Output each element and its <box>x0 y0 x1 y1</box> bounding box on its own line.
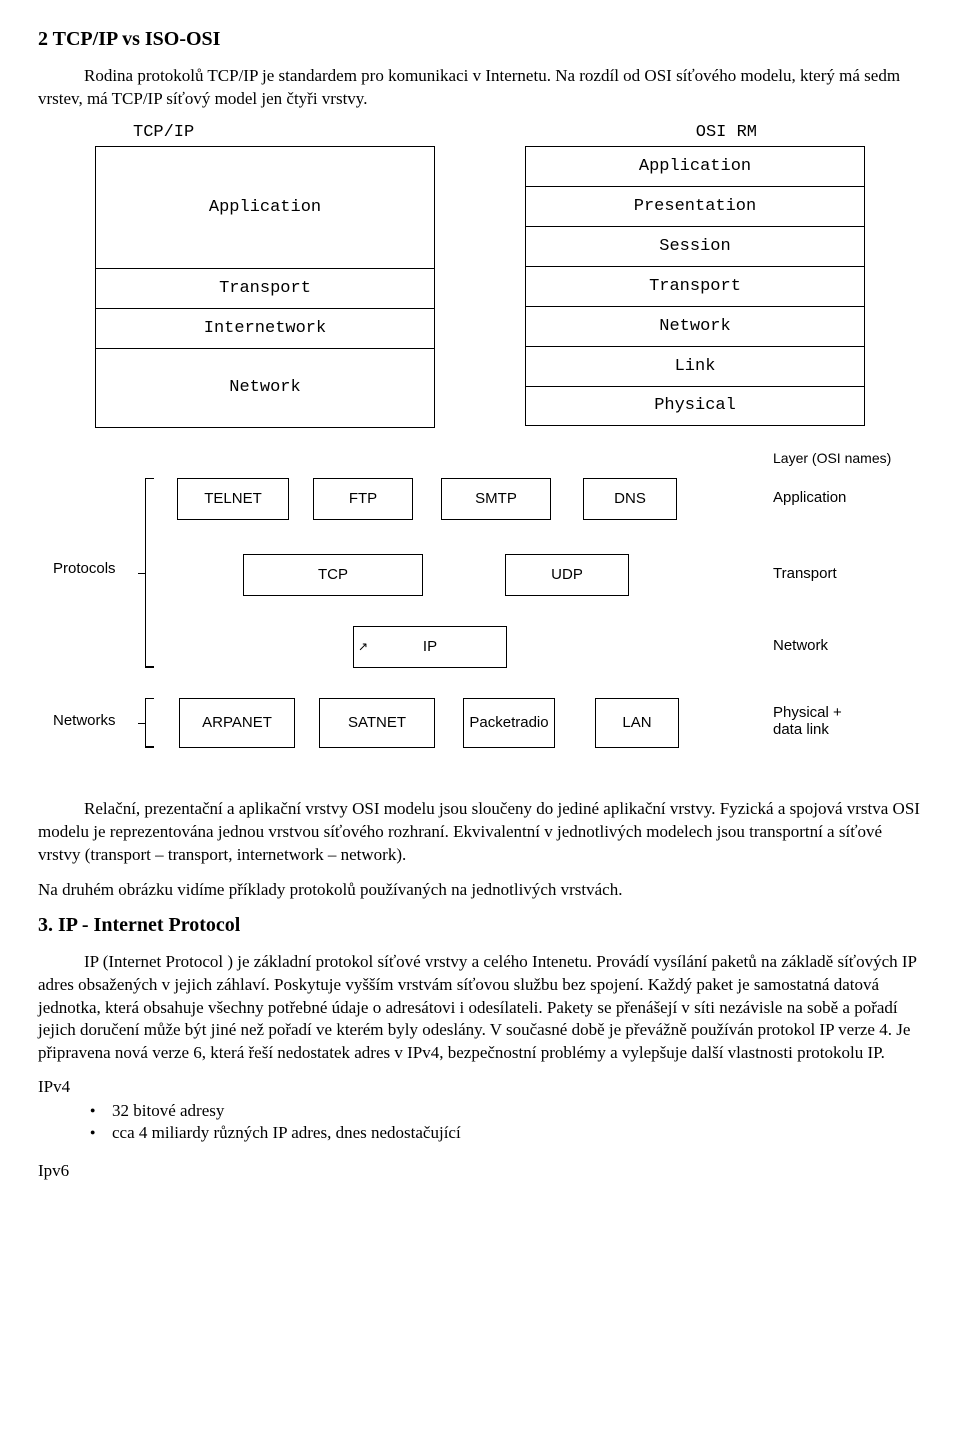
ipv4-bullet-item: 32 bitové adresy <box>90 1101 922 1121</box>
ipv4-bullet-item: cca 4 miliardy různých IP adres, dnes ne… <box>90 1123 922 1143</box>
section-2-title: 2 TCP/IP vs ISO-OSI <box>38 28 922 51</box>
diagram2-box: Packetradio <box>463 698 555 748</box>
diagram2-box: SMTP <box>441 478 551 520</box>
diagram2-box: TELNET <box>177 478 289 520</box>
diagram1-right-cell: Presentation <box>525 186 865 226</box>
diagram-protocols-by-layer: Layer (OSI names) TELNET FTP SMTP DNS Applic… <box>53 450 907 778</box>
diagram1-right-cell: Network <box>525 306 865 346</box>
diagram2-left-label: Networks <box>53 712 116 729</box>
diagram2-box: FTP <box>313 478 413 520</box>
after-diag-para-2: Na druhém obrázku vidíme příklady protok… <box>38 879 922 902</box>
diagram1-right-cell: Application <box>525 146 865 186</box>
diagram2-right-label: Transport <box>773 565 837 582</box>
diagram2-box: DNS <box>583 478 677 520</box>
section-3-title: 3. IP - Internet Protocol <box>38 914 922 937</box>
diagram1-header-right: OSI RM <box>696 123 757 142</box>
ipv6-label: Ipv6 <box>38 1161 922 1181</box>
diagram1-left-cell: Application <box>95 146 435 268</box>
section-2-para-1: Rodina protokolů TCP/IP je standardem pr… <box>38 65 922 111</box>
diagram1-left-cell: Transport <box>95 268 435 308</box>
diagram2-right-label: Physical +data link <box>773 704 842 738</box>
diagram2-right-label: Network <box>773 637 828 654</box>
diagram1-left-cell: Internetwork <box>95 308 435 348</box>
diagram1-right-cell: Session <box>525 226 865 266</box>
after-diag-para-1: Relační, prezentační a aplikační vrstvy … <box>38 798 922 867</box>
diagram2-right-header: Layer (OSI names) <box>773 450 891 466</box>
ipv4-label: IPv4 <box>38 1077 922 1097</box>
diagram1-right-cell: Transport <box>525 266 865 306</box>
diagram2-box: UDP <box>505 554 629 596</box>
diagram1-left-cell: Network <box>95 348 435 428</box>
diagram1-header-left: TCP/IP <box>133 123 194 142</box>
diagram2-box: ARPANET <box>179 698 295 748</box>
diagram2-box: ↖IP <box>353 626 507 668</box>
ipv4-bullet-list: 32 bitové adresycca 4 miliardy různých I… <box>38 1101 922 1143</box>
diagram-tcpip-vs-osi: TCP/IP OSI RM ApplicationTransportIntern… <box>95 123 865 428</box>
diagram2-box: TCP <box>243 554 423 596</box>
diagram2-box: LAN <box>595 698 679 748</box>
diagram2-right-label: Application <box>773 489 846 506</box>
diagram1-right-cell: Link <box>525 346 865 386</box>
diagram2-left-label: Protocols <box>53 560 116 577</box>
section-3-para-1: IP (Internet Protocol ) je základní prot… <box>38 951 922 1066</box>
diagram1-right-cell: Physical <box>525 386 865 426</box>
diagram2-box: SATNET <box>319 698 435 748</box>
